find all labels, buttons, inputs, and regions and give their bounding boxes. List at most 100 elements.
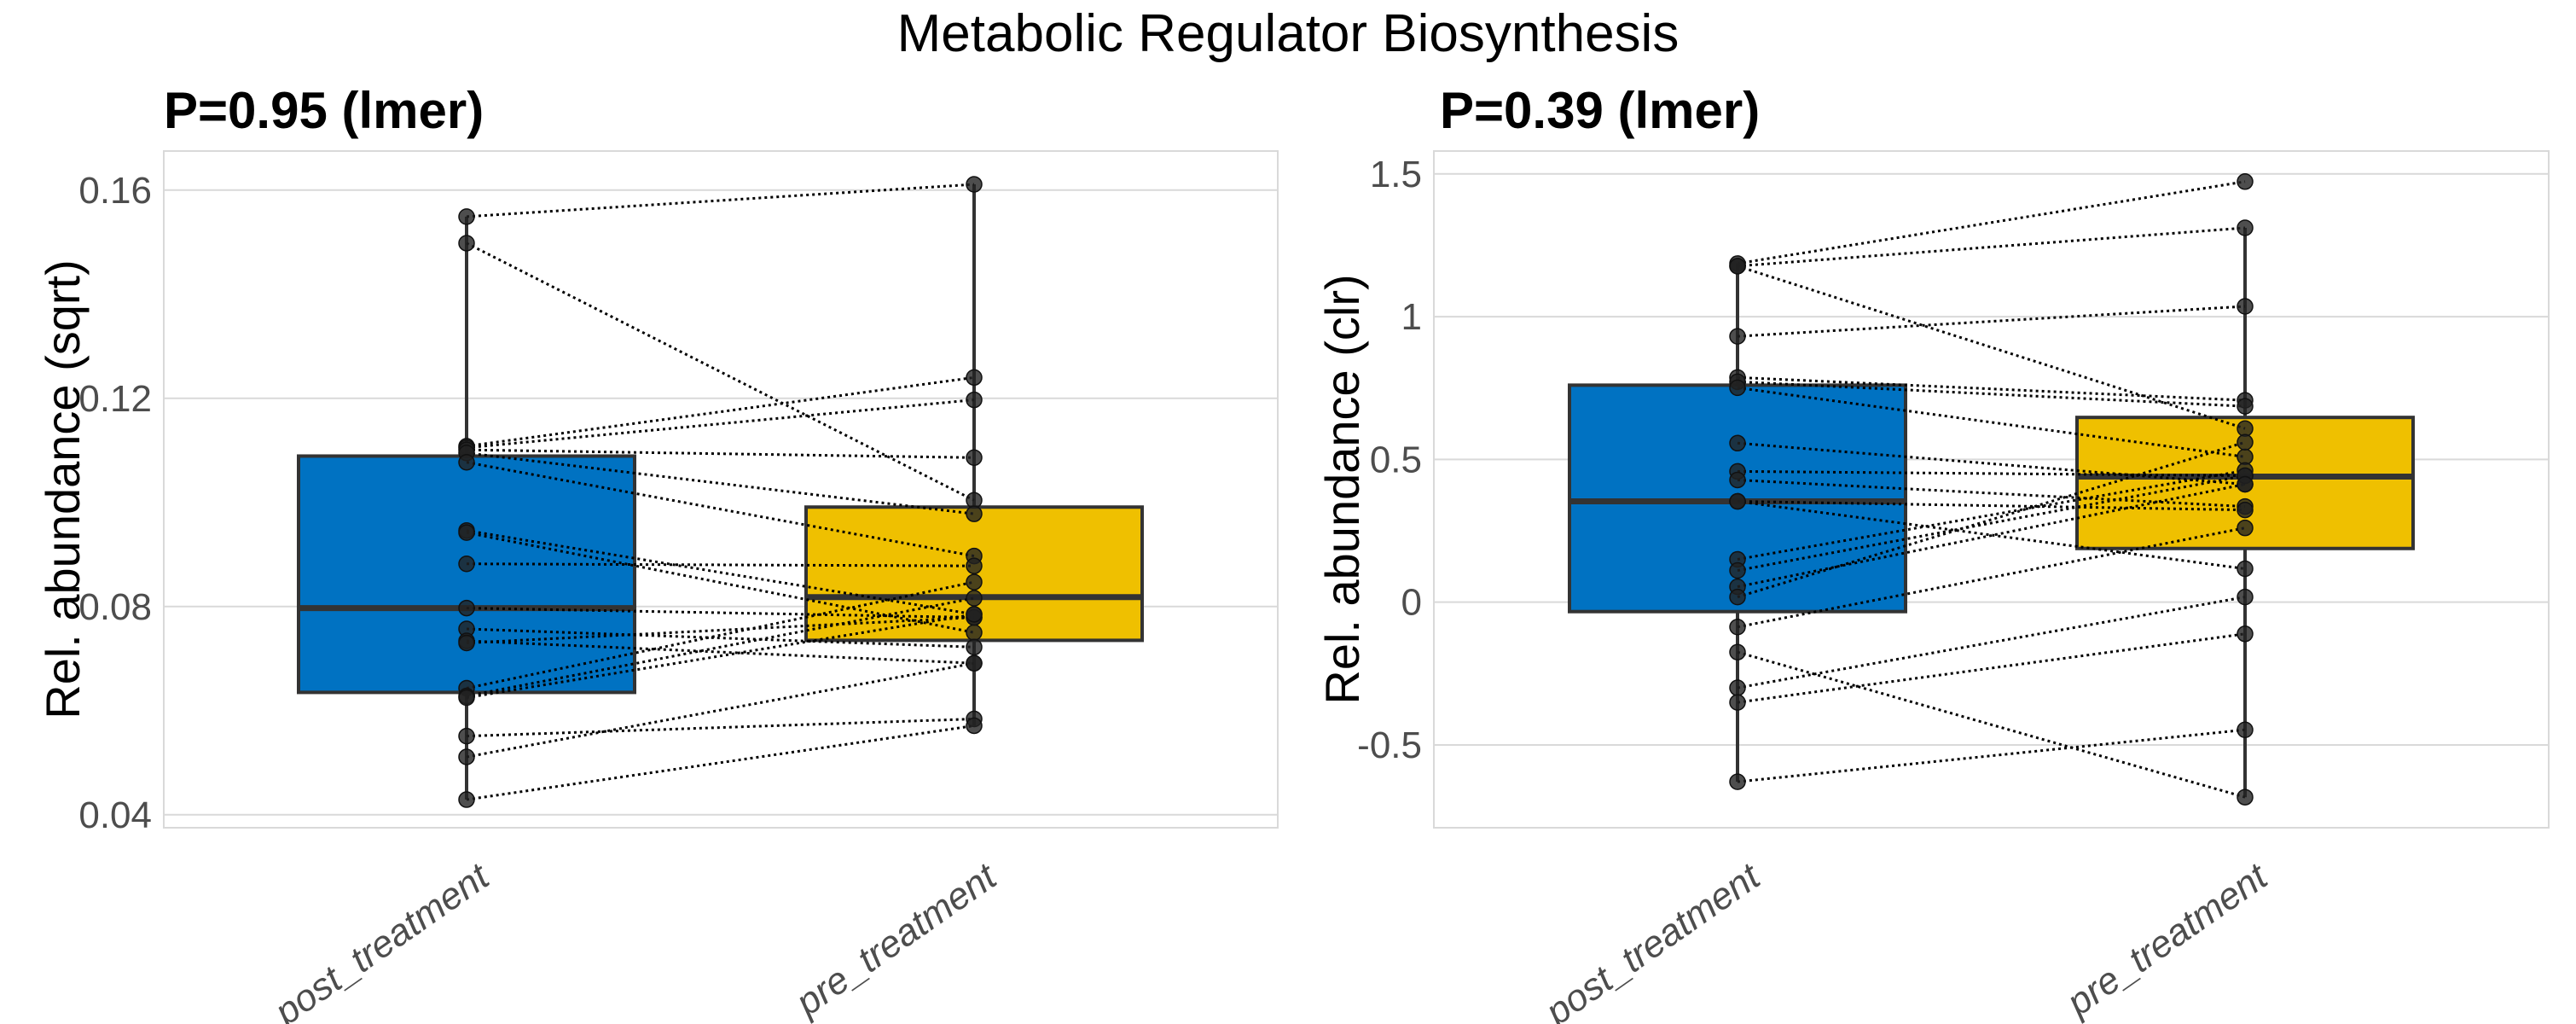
pair-line xyxy=(466,661,975,759)
pair-line xyxy=(466,724,975,801)
data-point-pre xyxy=(2237,475,2254,493)
data-point-post xyxy=(1729,773,1746,790)
data-point-pre xyxy=(2237,298,2254,315)
data-point-pre xyxy=(2237,420,2254,437)
y-tick-label: 0.08 xyxy=(78,586,152,628)
pair-line xyxy=(466,639,975,665)
data-point-post xyxy=(1729,379,1746,397)
pair-line xyxy=(1737,226,2246,268)
y-axis-label: Rel. abundance (clr) xyxy=(1315,274,1369,704)
pair-line xyxy=(466,451,975,515)
data-point-post xyxy=(458,235,475,252)
figure-title: Metabolic Regulator Biosynthesis xyxy=(897,4,1680,63)
y-tick-label: 0.5 xyxy=(1370,439,1422,480)
y-tick-label: -0.5 xyxy=(1357,724,1422,766)
data-point-pre xyxy=(2237,588,2254,606)
data-point-pre xyxy=(966,655,983,672)
data-point-post xyxy=(458,555,475,573)
y-tick-label: 0 xyxy=(1401,582,1422,624)
panel-title: P=0.39 (lmer) xyxy=(1440,82,1760,139)
panel-left: 0.04 0.08 0.12 0.16 P=0.95 (lmer) Rel. abunda… xyxy=(36,82,1279,1024)
data-point-pre xyxy=(2237,173,2254,190)
data-point-pre xyxy=(2237,433,2254,451)
data-point-pre xyxy=(966,590,983,607)
data-point-pre xyxy=(2237,721,2254,738)
x-tick-label: post_treatment xyxy=(266,855,498,1024)
pair-line xyxy=(466,183,975,218)
data-point-pre xyxy=(966,573,983,591)
pair-line xyxy=(466,399,975,450)
pair-line xyxy=(1737,728,2246,783)
pair-line xyxy=(1737,469,2246,477)
pair-line xyxy=(1737,474,2246,573)
data-point-pre xyxy=(966,717,983,735)
y-tick-label: 1.5 xyxy=(1370,154,1422,195)
data-point-pre xyxy=(2237,501,2254,519)
pair-line xyxy=(1737,375,2246,402)
pair-line xyxy=(1737,483,2246,589)
pair-line xyxy=(1737,440,2246,599)
pair-line xyxy=(466,627,975,649)
pair-line xyxy=(466,461,975,558)
pair-line xyxy=(1737,650,2246,799)
pair-line xyxy=(466,596,975,698)
data-point-post xyxy=(458,727,475,745)
pair-line xyxy=(1737,596,2246,689)
pair-line xyxy=(466,616,975,644)
data-point-post xyxy=(458,634,475,652)
panel-title: P=0.95 (lmer) xyxy=(164,82,484,139)
pair-line xyxy=(466,562,975,567)
data-point-pre xyxy=(2237,560,2254,578)
pair-line xyxy=(466,375,975,448)
data-point-pre xyxy=(966,638,983,656)
panel-right: -0.5 0 0.5 1 1.5 P=0.39 (lmer) Rel. abundance … xyxy=(1315,82,2550,1024)
data-point-pre xyxy=(2237,625,2254,643)
pair-line xyxy=(466,607,975,620)
data-point-post xyxy=(1729,694,1746,711)
data-point-pre xyxy=(966,369,983,387)
data-point-post xyxy=(1729,258,1746,275)
data-point-post xyxy=(458,748,475,765)
data-point-post xyxy=(1729,619,1746,636)
data-point-post xyxy=(1729,679,1746,696)
pair-line xyxy=(1737,632,2246,704)
data-point-post xyxy=(1729,492,1746,510)
pair-line xyxy=(1737,500,2246,512)
data-point-pre xyxy=(2237,398,2254,415)
pair-line xyxy=(1737,527,2246,629)
pair-line xyxy=(1737,478,2246,509)
data-point-post xyxy=(1729,643,1746,660)
data-point-post xyxy=(1729,328,1746,345)
data-point-post xyxy=(1729,561,1746,579)
data-point-pre xyxy=(966,557,983,574)
data-point-post xyxy=(458,791,475,808)
y-tick-label: 0.04 xyxy=(78,794,152,836)
pair-line xyxy=(466,448,975,459)
x-tick-label: pre_treatment xyxy=(787,855,1006,1024)
box-post_treatment xyxy=(297,454,636,695)
pair-line xyxy=(1737,305,2246,338)
pair-line xyxy=(466,718,975,738)
data-point-pre xyxy=(2237,519,2254,537)
data-point-post xyxy=(1729,434,1746,452)
pair-line xyxy=(1737,468,2246,561)
pair-line xyxy=(466,613,975,699)
data-point-pre xyxy=(966,391,983,409)
pair-line xyxy=(1737,380,2246,408)
y-tick-label: 1 xyxy=(1401,296,1422,338)
pair-line xyxy=(1737,500,2246,571)
pair-line xyxy=(1737,265,2246,430)
pair-line xyxy=(466,529,975,616)
pair-line xyxy=(466,241,975,502)
pair-line xyxy=(1737,386,2246,458)
data-point-pre xyxy=(966,624,983,641)
data-point-pre xyxy=(966,176,983,193)
y-axis-label: Rel. abundance (sqrt) xyxy=(36,259,90,719)
data-point-post xyxy=(458,524,475,541)
y-tick-label: 0.16 xyxy=(78,170,152,212)
x-tick-label: post_treatment xyxy=(1537,855,1769,1024)
y-tick-label: 0.12 xyxy=(78,378,152,420)
pair-line xyxy=(466,580,975,689)
data-point-pre xyxy=(966,449,983,467)
